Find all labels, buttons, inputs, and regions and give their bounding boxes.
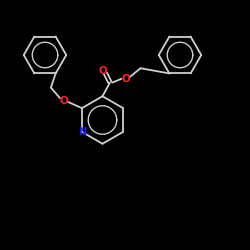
Text: N: N xyxy=(78,127,86,137)
Text: O: O xyxy=(121,74,130,84)
Text: O: O xyxy=(98,66,107,76)
Text: O: O xyxy=(60,96,68,106)
